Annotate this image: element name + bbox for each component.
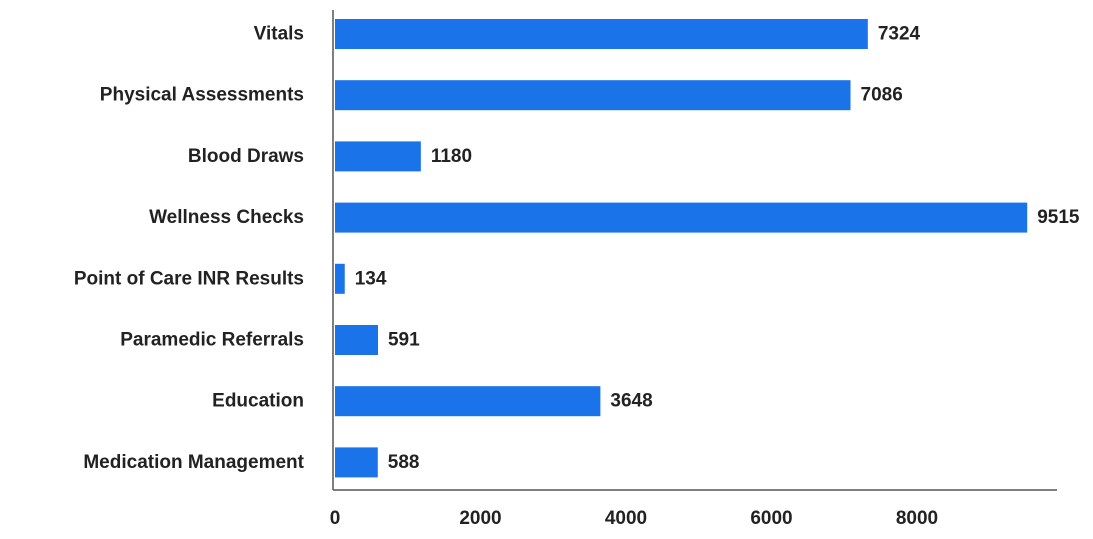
- x-tick-label-6000: 6000: [750, 508, 792, 529]
- bars-group: [335, 19, 1028, 478]
- value-label-medication-management: 588: [388, 452, 420, 473]
- value-label-vitals: 7324: [878, 24, 921, 45]
- x-tick-label-0: 0: [330, 508, 341, 529]
- x-tick-label-8000: 8000: [896, 508, 938, 529]
- bar-paramedic-referrals: [335, 325, 378, 355]
- bar-physical-assessments: [335, 80, 851, 111]
- bar-education: [335, 386, 601, 417]
- x-tick-labels-group: 0 2000 4000 6000 8000: [330, 508, 938, 529]
- bar-medication-management: [335, 447, 378, 478]
- bar-vitals: [335, 19, 868, 49]
- category-label-medication-management: Medication Management: [83, 452, 304, 473]
- value-label-blood-draws: 1180: [431, 146, 472, 167]
- bar-wellness-checks: [335, 202, 1028, 233]
- category-label-vitals: Vitals: [254, 24, 304, 45]
- x-tick-label-2000: 2000: [459, 508, 501, 529]
- value-label-paramedic-referrals: 591: [388, 330, 420, 351]
- bar-blood-draws: [335, 141, 421, 172]
- category-labels-group: Vitals Physical Assessments Blood Draws Wel…: [74, 24, 305, 473]
- category-label-paramedic-referrals: Paramedic Referrals: [120, 330, 304, 351]
- category-label-point-of-care-inr-results: Point of Care INR Results: [74, 268, 304, 289]
- value-label-point-of-care-inr-results: 134: [355, 268, 387, 289]
- category-label-blood-draws: Blood Draws: [188, 146, 304, 167]
- category-label-wellness-checks: Wellness Checks: [149, 207, 304, 228]
- bar-point-of-care-inr-results: [335, 263, 345, 294]
- value-labels-group: 7324 7086 1180 9515 134 591 3648 588: [355, 24, 1080, 473]
- value-label-wellness-checks: 9515: [1037, 207, 1080, 228]
- category-label-education: Education: [212, 391, 304, 412]
- category-label-physical-assessments: Physical Assessments: [100, 85, 304, 106]
- value-label-physical-assessments: 7086: [861, 85, 903, 106]
- value-label-education: 3648: [610, 391, 652, 412]
- x-tick-label-4000: 4000: [605, 508, 647, 529]
